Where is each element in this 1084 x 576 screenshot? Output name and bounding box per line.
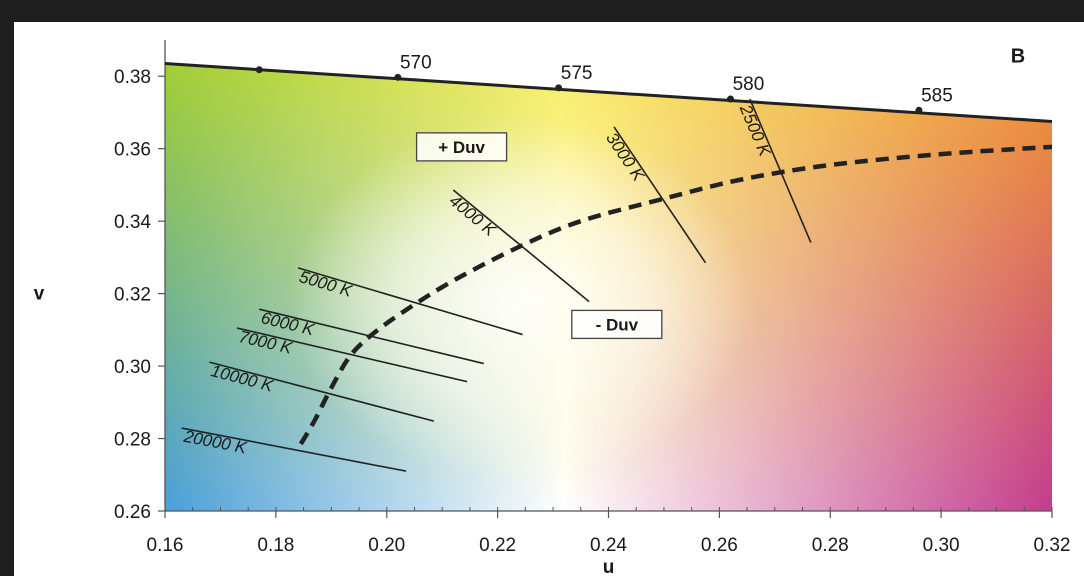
spectral-locus <box>164 62 1053 124</box>
x-tick-label: 0.28 <box>812 535 849 556</box>
wavelength-label: 580 <box>733 74 765 95</box>
isotemperature-line <box>613 126 707 264</box>
isotemperature-line <box>209 361 435 422</box>
planckian-locus <box>298 144 1053 446</box>
y-tick-label: 0.36 <box>114 140 151 161</box>
panel-label: B <box>1011 46 1025 68</box>
spectral-points: 570 575 580 585 <box>255 52 953 114</box>
duv-box <box>571 309 663 340</box>
y-tick-label: 0.28 <box>114 430 151 451</box>
duv-annotations: + Duv - Duv <box>415 132 663 340</box>
wavelength-label: 575 <box>561 63 593 84</box>
duv-label: - Duv <box>596 315 639 334</box>
white-point-glow <box>289 120 750 481</box>
x-axis-ticks: 0.16 0.18 0.20 0.22 0.24 0.26 0.28 0.30 0.32 <box>147 507 1071 556</box>
y-tick-label: 0.34 <box>114 212 151 233</box>
x-tick-label: 0.20 <box>368 535 405 556</box>
cie-uv-chromaticity-chart: 0.16 0.18 0.20 0.22 0.24 0.26 0.28 0.30 0.32 0.2… <box>34 40 1071 576</box>
chart-frame: 0.16 0.18 0.20 0.22 0.24 0.26 0.28 0.30 0.32 0.2… <box>14 22 1084 576</box>
wavelength-label: 585 <box>921 85 953 106</box>
spectral-locus-group <box>164 62 1053 124</box>
x-tick-label: 0.18 <box>257 535 294 556</box>
y-tick-label: 0.32 <box>114 285 151 306</box>
wavelength-label: 570 <box>400 52 432 73</box>
y-tick-label: 0.30 <box>114 357 151 378</box>
x-tick-label: 0.30 <box>923 535 960 556</box>
duv-box <box>415 132 508 162</box>
x-tick-label: 0.24 <box>590 535 627 556</box>
x-tick-label: 0.22 <box>479 535 516 556</box>
color-gamut-fill <box>165 63 1052 511</box>
spectral-point <box>394 73 402 81</box>
x-tick-label: 0.26 <box>701 535 738 556</box>
isotemperature-line <box>297 267 523 336</box>
y-axis-title: v <box>34 284 45 305</box>
x-tick-label: 0.16 <box>147 535 184 556</box>
y-tick-label: 0.26 <box>114 502 151 523</box>
isotemperature-line <box>181 427 407 472</box>
y-tick-label: 0.38 <box>114 67 151 88</box>
y-axis-ticks: 0.26 0.28 0.30 0.32 0.34 0.36 0.38 <box>114 67 165 523</box>
duv-label: + Duv <box>438 138 485 157</box>
spectral-point <box>915 106 923 114</box>
spectral-point <box>255 66 263 74</box>
x-axis-title: u <box>603 557 615 576</box>
isotemperature-line <box>236 327 468 383</box>
spectral-point <box>555 84 563 92</box>
spectral-point <box>726 95 734 103</box>
x-tick-label: 0.32 <box>1034 535 1071 556</box>
